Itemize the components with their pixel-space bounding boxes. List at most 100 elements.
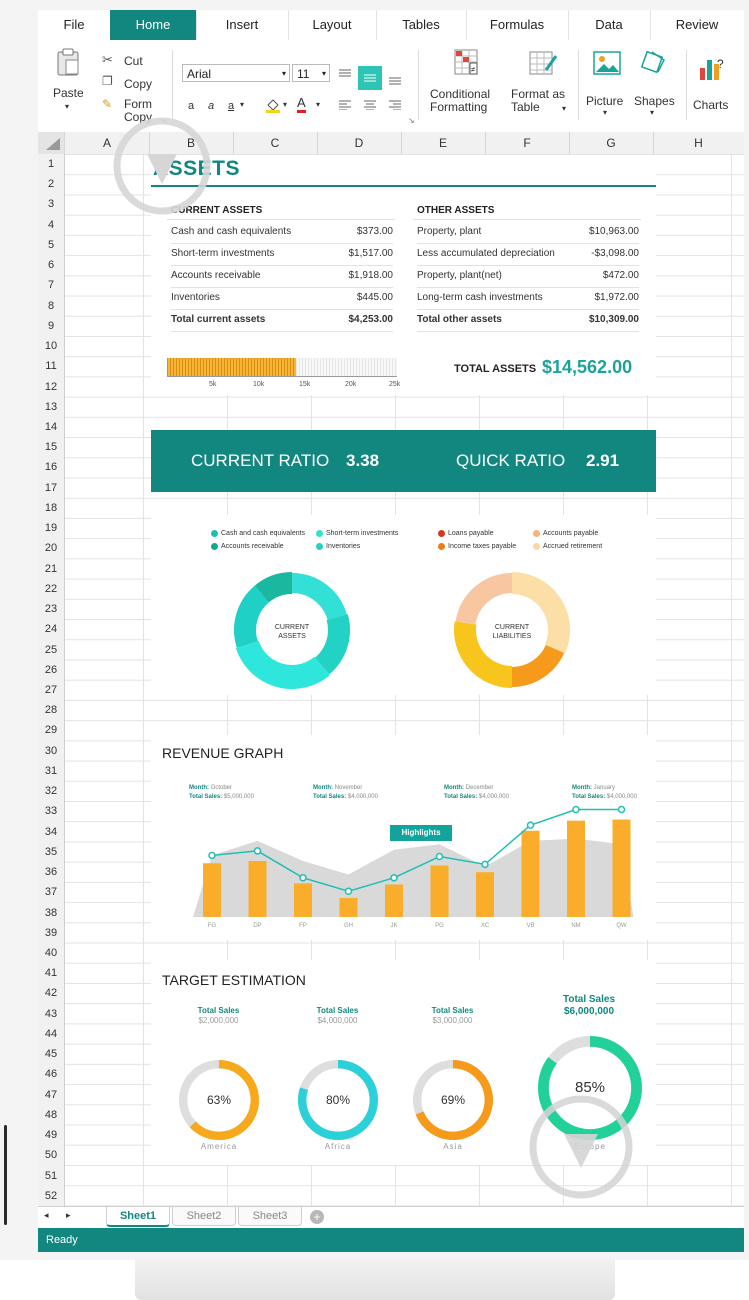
chevron-down-icon[interactable]: ▾ [603,108,608,117]
row-header[interactable]: 33 [44,805,58,818]
column-header[interactable]: F [485,132,570,154]
row-header[interactable]: 7 [47,279,55,292]
font-size-select[interactable]: 11 ▾ [292,64,330,82]
row-header[interactable]: 48 [44,1108,58,1121]
row-header[interactable]: 29 [44,724,58,737]
row-header[interactable]: 15 [44,441,58,454]
align-center-icon[interactable] [363,100,377,110]
row-header[interactable]: 26 [44,663,58,676]
row-header[interactable]: 40 [44,947,58,959]
row-header[interactable]: 42 [44,987,58,1000]
row-header[interactable]: 30 [44,744,58,757]
row-header[interactable]: 24 [44,623,58,636]
row-header[interactable]: 51 [44,1169,58,1182]
row-header[interactable]: 36 [44,866,58,879]
picture-icon[interactable] [592,50,622,78]
row-header[interactable]: 45 [44,1048,58,1061]
row-header[interactable]: 12 [44,380,58,393]
row-header[interactable]: 1 [47,158,55,170]
row-header[interactable]: 2 [47,178,55,191]
column-header[interactable]: C [233,132,318,154]
tab-layout[interactable]: Layout [288,10,377,40]
row-header[interactable]: 49 [44,1129,58,1142]
row-header[interactable]: 21 [44,562,58,575]
chevron-down-icon[interactable]: ▾ [650,108,655,117]
chevron-down-icon[interactable]: ▾ [562,104,567,113]
scroll-left-icon[interactable]: ◂ [44,1210,49,1220]
align-middle-button[interactable] [358,66,382,90]
row-header[interactable]: 27 [44,684,58,696]
row-header[interactable]: 13 [44,400,58,413]
align-top-icon[interactable] [338,68,352,78]
sheet-tab[interactable]: Sheet1 [106,1207,170,1227]
highlights-badge[interactable]: Highlights [390,825,452,841]
chevron-down-icon[interactable]: ▾ [316,100,321,109]
row-header[interactable]: 35 [44,845,58,858]
paste-button[interactable] [55,48,81,81]
italic-button[interactable]: a [208,100,215,112]
column-header[interactable]: D [317,132,402,154]
row-header[interactable]: 11 [45,360,57,373]
chevron-down-icon[interactable]: ▾ [283,100,288,109]
shapes-icon[interactable] [638,48,670,78]
tab-data[interactable]: Data [568,10,651,40]
row-header[interactable]: 8 [47,299,55,312]
row-header[interactable]: 22 [44,582,58,595]
row-header[interactable]: 4 [47,218,55,231]
picture-button[interactable]: Picture [586,94,624,108]
form-copy-button[interactable]: Form Copy [124,97,153,124]
align-left-icon[interactable] [338,100,352,110]
column-header[interactable]: B [149,132,234,154]
row-header[interactable]: 52 [44,1189,58,1202]
row-header[interactable]: 14 [44,421,58,433]
row-header[interactable]: 18 [44,501,58,514]
fill-color-icon[interactable] [265,97,281,113]
row-header[interactable]: 39 [44,926,58,939]
column-header[interactable]: H [694,136,703,150]
row-header[interactable]: 44 [44,1027,58,1040]
sheet-tab[interactable]: Sheet2 [172,1207,236,1226]
select-all-corner[interactable] [38,132,65,154]
row-header[interactable]: 17 [44,481,58,494]
cut-button[interactable]: Cut [124,54,143,68]
underline-button[interactable]: a [228,100,235,112]
shapes-button[interactable]: Shapes [634,94,675,108]
row-header[interactable]: 43 [44,1007,58,1020]
align-right-icon[interactable] [388,100,402,110]
align-bottom-icon[interactable] [388,76,402,86]
chevron-down-icon[interactable]: ▾ [240,100,245,109]
row-header[interactable]: 34 [44,825,58,838]
font-name-select[interactable]: Arial ▾ [182,64,290,82]
copy-button[interactable]: Copy [124,77,153,91]
paste-dropdown-icon[interactable]: ▾ [65,102,70,111]
row-header[interactable]: 31 [44,764,58,777]
row-header[interactable]: 37 [44,886,58,899]
conditional-formatting-icon[interactable]: ≠ [453,48,481,78]
tab-tables[interactable]: Tables [376,10,467,40]
row-header[interactable]: 25 [44,643,58,656]
row-header[interactable]: 3 [47,198,55,211]
charts-icon[interactable]: ? [697,54,727,82]
format-as-table-icon[interactable] [528,48,558,78]
sheet-tab[interactable]: Sheet3 [238,1207,302,1226]
row-header[interactable]: 50 [44,1149,58,1162]
row-header[interactable]: 38 [44,906,58,919]
row-header[interactable]: 5 [47,238,55,251]
row-header[interactable]: 46 [44,1068,58,1081]
add-sheet-icon[interactable]: + [310,1210,324,1224]
font-launcher-icon[interactable]: ↘ [408,116,415,125]
row-header[interactable]: 20 [44,542,58,555]
conditional-formatting-button[interactable]: Conditional Formatting [430,87,491,114]
bold-button[interactable]: a [188,100,195,112]
row-header[interactable]: 23 [44,603,58,616]
row-header[interactable]: 19 [44,522,58,535]
row-header[interactable]: 41 [44,967,58,980]
row-header[interactable]: 10 [44,340,58,353]
font-color-icon[interactable]: A [297,96,306,113]
row-header[interactable]: 47 [44,1088,58,1101]
format-as-table-button[interactable]: Format as Table [511,87,566,114]
row-header[interactable]: 28 [44,704,58,717]
tab-review[interactable]: Review [650,10,744,40]
charts-button[interactable]: Charts [693,98,729,112]
tab-home[interactable]: Home [110,10,197,40]
